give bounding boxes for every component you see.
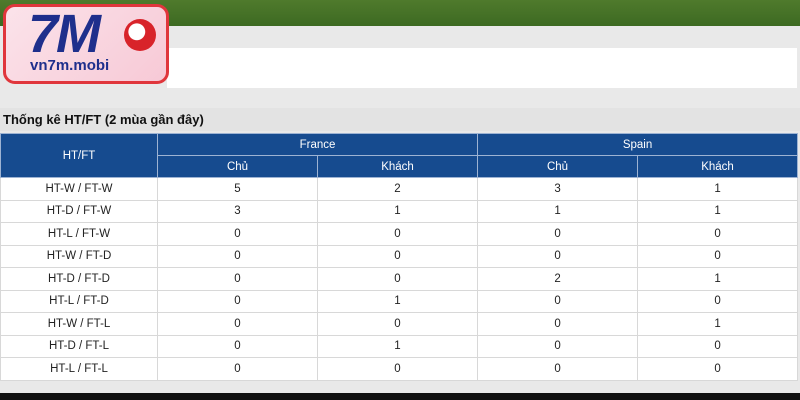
subheader-row: Chủ Khách Chủ Khách [1,155,799,178]
group-header: France [156,133,479,156]
cell-value: 1 [316,289,479,313]
table-row: HT-D / FT-W 3 1 1 1 [0,199,799,223]
cell-value: 0 [477,312,639,336]
header-bar [167,48,797,88]
cell-value: 0 [316,312,479,336]
cell-value: 0 [477,289,639,313]
logo-domain: vn7m.mobi [30,57,110,74]
logo-brand: 7M [28,4,101,64]
subheader: Khách [316,155,479,178]
section-title: Thống kê HT/FT (2 mùa gần đây) [0,108,800,131]
cell-value: 2 [316,177,479,201]
cell-value: 3 [157,199,318,223]
table-body: HT-W / FT-W 5 2 3 1 HT-D / FT-W 3 1 1 1 HT-L / FT-… [0,177,799,381]
logo-ball [124,19,156,51]
cell-value: 0 [316,357,479,381]
table-row: HT-W / FT-D 0 0 0 0 [0,244,799,268]
stats-table: HT/FT France Spain Chủ Khách Chủ Khách HT-W … [0,133,799,381]
cell-value: 1 [477,199,639,223]
cell-value: 1 [316,334,479,358]
cell-value: 0 [157,312,318,336]
table-row: HT-D / FT-L 0 1 0 0 [0,334,799,358]
row-label: HT-D / FT-L [0,334,158,358]
cell-value: 5 [157,177,318,201]
cell-value: 0 [637,244,799,268]
table-row: HT-W / FT-L 0 0 0 1 [0,312,799,336]
table-row: HT-L / FT-L 0 0 0 0 [0,357,799,381]
cell-value: 0 [157,222,318,246]
cell-value: 1 [637,177,799,201]
cell-value: 0 [637,334,799,358]
cell-value: 1 [316,199,479,223]
row-label: HT-W / FT-D [0,244,158,268]
cell-value: 0 [477,334,639,358]
cell-value: 0 [316,267,479,291]
subheader: Khách [637,155,799,178]
cell-value: 0 [157,334,318,358]
cell-value: 0 [157,267,318,291]
cell-value: 2 [477,267,639,291]
cell-value: 0 [477,357,639,381]
subheader: Chủ [477,155,639,178]
row-label: HT-L / FT-L [0,357,158,381]
footer-bar [0,393,800,400]
row-label: HT-W / FT-W [0,177,158,201]
header-row: HT/FT France Spain [0,133,799,178]
row-label: HT-W / FT-L [0,312,158,336]
row-label: HT-D / FT-D [0,267,158,291]
cell-value: 0 [637,222,799,246]
cell-value: 0 [157,289,318,313]
row-label: HT-L / FT-W [0,222,158,246]
cell-value: 1 [637,267,799,291]
cell-value: 0 [637,357,799,381]
cell-value: 1 [637,199,799,223]
row-label: HT-D / FT-W [0,199,158,223]
cell-value: 0 [477,222,639,246]
table-row: HT-L / FT-W 0 0 0 0 [0,222,799,246]
cell-value: 0 [477,244,639,268]
corner-header: HT/FT [0,133,158,178]
cell-value: 1 [637,312,799,336]
subheader: Chủ [157,155,318,178]
table-row: HT-L / FT-D 0 1 0 0 [0,289,799,313]
cell-value: 3 [477,177,639,201]
cell-value: 0 [157,244,318,268]
group-header: Spain [477,133,799,156]
cell-value: 0 [316,244,479,268]
cell-value: 0 [157,357,318,381]
row-label: HT-L / FT-D [0,289,158,313]
cell-value: 0 [637,289,799,313]
table-row: HT-D / FT-D 0 0 2 1 [0,267,799,291]
table-row: HT-W / FT-W 5 2 3 1 [0,177,799,201]
logo[interactable]: 7M vn7m.mobi [3,4,169,84]
cell-value: 0 [316,222,479,246]
